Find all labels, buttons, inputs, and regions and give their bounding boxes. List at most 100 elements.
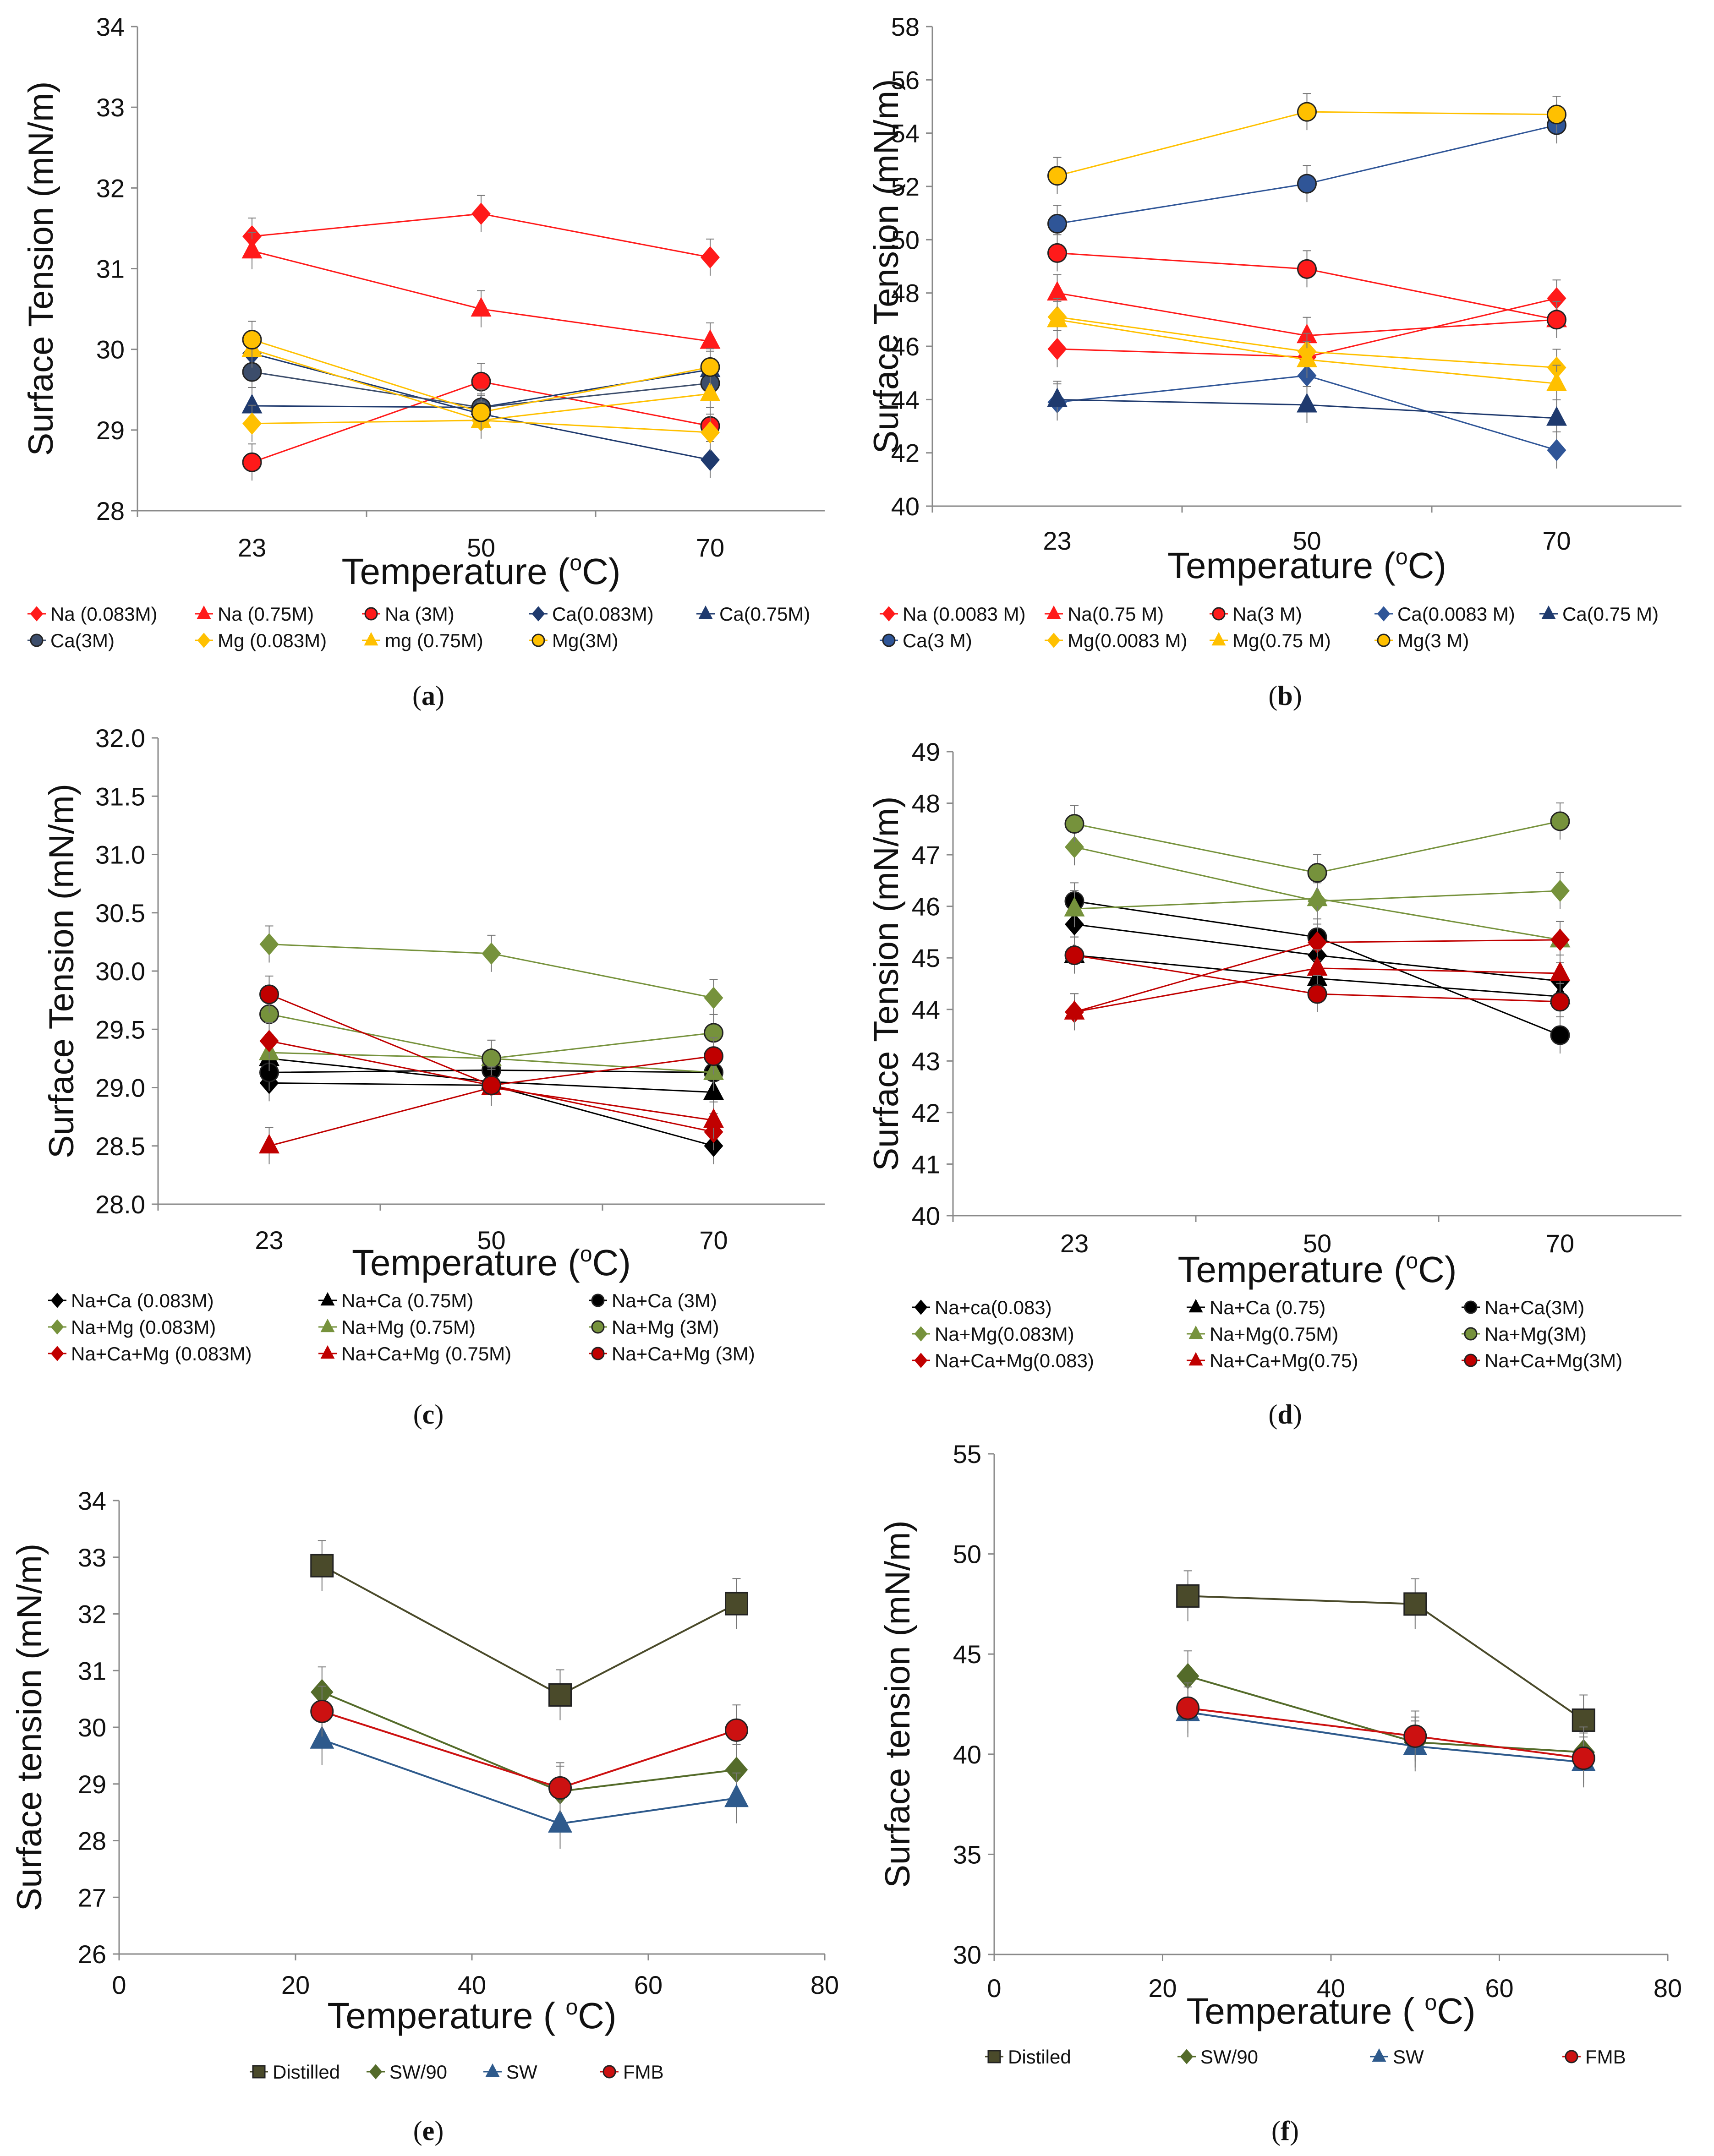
legend-marker (1046, 605, 1061, 619)
legend-marker (602, 2065, 616, 2079)
series-line (322, 1739, 737, 1825)
legend-marker (50, 1319, 64, 1335)
legend-marker (1188, 1325, 1203, 1339)
y-tick-label: 43 (912, 1047, 940, 1075)
data-point (482, 1075, 501, 1095)
legend-marker (882, 633, 896, 647)
y-axis-label: Surface Tension (mN/m) (867, 797, 906, 1171)
legend-label: Na+Ca+Mg(3M) (1484, 1350, 1622, 1371)
data-point (471, 202, 491, 225)
data-point (259, 984, 279, 1004)
data-point (1176, 1696, 1200, 1720)
legend-label: Mg(3M) (552, 630, 619, 651)
data-point (1047, 166, 1067, 186)
legend-item: Ca(0.0083 M) (1374, 603, 1515, 625)
legend-marker (1464, 1327, 1478, 1341)
y-tick-label: 28 (96, 497, 125, 525)
legend-item: Na+Mg (0.75M) (318, 1316, 476, 1338)
legend-marker (531, 633, 545, 647)
y-tick-label: 40 (953, 1740, 981, 1769)
legend-marker (30, 606, 44, 622)
legend-item: SW (1370, 2046, 1424, 2068)
data-point (1403, 1592, 1427, 1616)
legend-label: Na+Mg(0.75M) (1210, 1323, 1338, 1345)
y-tick-label: 45 (912, 944, 940, 972)
series-na-mg-3m- (259, 995, 723, 1077)
x-tick-label: 80 (810, 1970, 839, 1999)
series-fmb (310, 1686, 748, 1813)
y-tick-label: 40 (891, 492, 920, 521)
legend-label: Na (0.083M) (50, 603, 157, 625)
panel-d: 40 41 42 43 44 45 46 47 48 49 23 50 70 Surface Tensio… (857, 719, 1714, 1437)
data-point (471, 297, 492, 317)
legend-marker (882, 606, 896, 622)
x-axis-label: Temperature ( oC) (327, 1995, 616, 2036)
chart-a: 28 29 30 31 32 33 34 23 50 70 Surface Tension (mN/… (22, 12, 825, 651)
legend-item: Mg(3 M) (1374, 630, 1469, 651)
data-point (700, 357, 720, 377)
legend-item: Na+Ca+Mg (0.083M) (48, 1343, 252, 1365)
legend-item: Na+Ca (0.75M) (318, 1290, 473, 1311)
y-tick-label: 31.0 (95, 841, 145, 869)
legend-marker (1377, 606, 1391, 622)
y-axis-label: Surface Tension (mN/m) (867, 79, 906, 454)
chart-c: 28.0 28.5 29.0 29.5 30.0 30.5 31.0 31.5 32.0 23 50… (42, 724, 825, 1365)
legend-item: Na+ca(0.083) (912, 1297, 1052, 1318)
series-ca-0-75-m- (1047, 381, 1567, 437)
data-point (548, 1809, 572, 1833)
series-sw (310, 1714, 749, 1849)
data-point (242, 452, 262, 472)
legend-marker (364, 632, 378, 646)
legend-item: Na+Ca(3M) (1462, 1297, 1584, 1318)
series-mg-3-m- (1047, 93, 1566, 194)
y-tick-label: 55 (953, 1440, 981, 1468)
legend-marker (197, 605, 211, 619)
legend-item: Na+Ca (0.083M) (48, 1290, 214, 1311)
y-tick-label: 52 (891, 172, 920, 201)
legend-item: Na+Ca+Mg(0.083) (912, 1350, 1094, 1371)
x-tick-label: 70 (699, 1226, 728, 1255)
legend-marker (531, 606, 545, 622)
data-point (1550, 1025, 1570, 1045)
legend-item: Na+Ca+Mg (0.75M) (318, 1343, 511, 1365)
legend-item: Na+Ca (0.75) (1187, 1297, 1325, 1318)
legend-item: FMB (600, 2061, 664, 2083)
series-na-ca-mg-3m- (1064, 936, 1570, 1020)
legend-label: Distilled (273, 2061, 340, 2083)
y-tick-label: 29.0 (95, 1074, 145, 1103)
legend-marker (369, 2064, 383, 2080)
y-tick-label: 31.5 (95, 782, 145, 811)
series-na-0-083m- (242, 195, 720, 276)
data-point (259, 1030, 279, 1052)
legend-label: Na+Ca (3M) (612, 1290, 717, 1311)
data-point (725, 1592, 748, 1616)
legend-marker (320, 1292, 335, 1306)
data-point (1403, 1724, 1427, 1748)
legend-label: Na+Ca (0.083M) (71, 1290, 214, 1311)
x-axis-label: Temperature ( oC) (1186, 1991, 1475, 2031)
legend-label: Na+Ca+Mg (3M) (612, 1343, 755, 1365)
series-line (322, 1710, 737, 1789)
data-point (242, 330, 262, 350)
data-point (1550, 928, 1570, 951)
data-point (1547, 439, 1566, 462)
x-tick-label: 23 (1060, 1229, 1089, 1258)
legend-label: Ca(0.75M) (719, 603, 810, 625)
series-na-3-m- (1047, 234, 1566, 338)
legend-marker (485, 2063, 500, 2077)
y-axis-label: Surface tension (mN/m) (10, 1544, 49, 1911)
series-mg-0-75-m- (1047, 300, 1567, 402)
y-tick-label: 32 (96, 174, 125, 202)
legend-marker (1377, 633, 1391, 647)
series-line (321, 1691, 737, 1792)
x-axis-label-text: C) (582, 551, 620, 592)
data-point (701, 448, 720, 471)
legend-label: FMB (1585, 2046, 1626, 2068)
y-tick-label: 34 (78, 1486, 106, 1515)
legend-item: Mg(3M) (529, 630, 619, 651)
data-point (1047, 338, 1067, 360)
legend-item: Ca(0.083M) (529, 603, 654, 625)
data-point (1047, 307, 1068, 327)
data-point (1307, 956, 1328, 976)
legend-label: Na+Ca+Mg(0.083) (935, 1350, 1094, 1371)
